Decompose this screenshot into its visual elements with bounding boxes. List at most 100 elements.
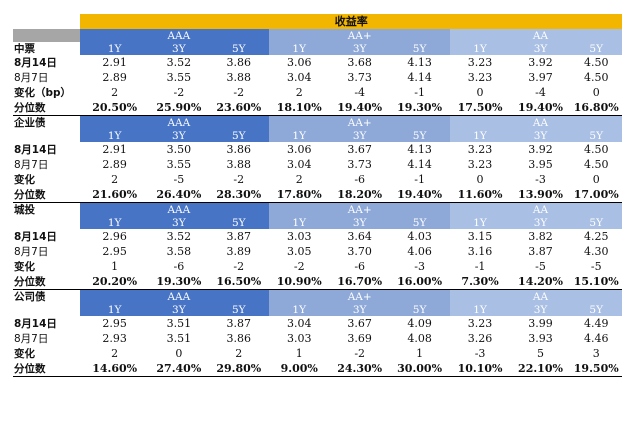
table-cell: 20.50%: [80, 100, 149, 116]
section-label-cell: 城投: [13, 202, 81, 216]
rating-group-label: AAA: [148, 202, 209, 216]
row-label: 变化（bp）: [14, 86, 72, 99]
table-row: 变化 1 -6 -2 -2 -6 -3 -1 -5 -5: [13, 259, 622, 274]
rating-group-cell: [570, 29, 622, 42]
table-cell: 3.03: [286, 229, 312, 243]
table-row: 8月7日 2.89 3.55 3.88 3.04 3.73 4.14 3.23 3.97 4.50: [13, 70, 622, 85]
tenor-label: 1Y: [449, 303, 511, 316]
tenor-label: 3Y: [148, 216, 209, 229]
tenor-label: 3Y: [148, 42, 209, 55]
table-cell: 4.46: [583, 331, 609, 345]
table-cell: 3.69: [347, 331, 372, 345]
table-cell: 4.49: [583, 316, 609, 330]
table-cell: 16.00%: [389, 274, 450, 290]
rating-group-cell: [268, 115, 330, 129]
tenor-label: 3Y: [510, 42, 571, 55]
table-title: 收益率: [80, 14, 622, 29]
table-cell: -1: [474, 259, 486, 273]
table-cell: 2: [295, 85, 303, 99]
table-cell: 29.80%: [208, 361, 269, 377]
table-cell: 3.55: [166, 70, 192, 84]
tenor-label: 5Y: [389, 129, 450, 142]
table-cell: 4.09: [407, 316, 432, 330]
rating-group-label: AA: [510, 29, 571, 42]
table-cell: 3.52: [166, 55, 192, 69]
table-cell: 4.50: [583, 157, 609, 171]
rating-group-cell: [389, 115, 450, 129]
row-label: 分位数: [13, 361, 81, 377]
title-row: 收益率: [13, 14, 622, 29]
tenor-label: 5Y: [570, 303, 622, 316]
table-cell: 3.04: [286, 157, 312, 171]
table-cell: 17.50%: [449, 100, 511, 116]
rating-group-cell: [570, 115, 622, 129]
tenor-label: 3Y: [329, 42, 390, 55]
table-cell: 19.50%: [570, 361, 622, 377]
row-label: 分位数: [13, 100, 81, 116]
tenor-label: 5Y: [208, 42, 269, 55]
table-cell: 1: [416, 346, 424, 360]
table-cell: 3.04: [286, 316, 312, 330]
table-cell: -1: [414, 85, 425, 99]
table-cell: 16.50%: [208, 274, 269, 290]
row-label: 变化: [14, 347, 35, 360]
rating-group-cell: [570, 289, 622, 303]
rating-group-cell: [268, 289, 330, 303]
table-cell: 3.97: [528, 70, 553, 84]
table-cell: 3.67: [347, 142, 372, 156]
table-cell: 4.03: [407, 229, 432, 243]
table-cell: 2: [111, 85, 119, 99]
table-row: 分位数 20.20% 19.30% 16.50% 10.90% 16.70% 16.00% 7…: [13, 274, 622, 290]
table-cell: 3.03: [286, 331, 312, 345]
table-cell: 23.60%: [208, 100, 269, 116]
table-cell: 16.70%: [329, 274, 390, 290]
row-label: 8月14日: [14, 143, 57, 156]
tenor-label: 3Y: [329, 129, 390, 142]
table-cell: 2.96: [102, 229, 127, 243]
table-cell: 15.10%: [570, 274, 622, 290]
tenor-label: 3Y: [510, 303, 571, 316]
table-cell: 4.50: [583, 142, 609, 156]
table-cell: 9.00%: [268, 361, 330, 377]
table-cell: -2: [354, 346, 366, 360]
table-cell: 25.90%: [148, 100, 209, 116]
row-label: 8月14日: [14, 56, 57, 69]
table-cell: 13.90%: [510, 187, 571, 203]
table-cell: 4.25: [583, 229, 609, 243]
table-row: 8月14日 2.95 3.51 3.87 3.04 3.67 4.09 3.23 3.99 4.4…: [13, 316, 622, 331]
tenor-label: 5Y: [570, 216, 622, 229]
table-cell: 3.67: [347, 316, 372, 330]
table-cell: 3.70: [347, 244, 372, 258]
table-cell: 16.80%: [570, 100, 622, 116]
table-cell: 3.16: [467, 244, 493, 258]
rating-group-cell: [208, 202, 269, 216]
rating-group-cell: [449, 202, 511, 216]
table-cell: 3.51: [166, 331, 192, 345]
tenor-label: 1Y: [268, 42, 330, 55]
table-cell: 19.40%: [510, 100, 571, 116]
section-label-cell: 中票: [14, 42, 35, 55]
rating-group-label: AA: [510, 289, 571, 303]
table-cell: 4.13: [407, 55, 432, 69]
tenor-label: 3Y: [329, 303, 390, 316]
table-cell: 3.88: [226, 157, 252, 171]
table-row: 8月7日 2.95 3.58 3.89 3.05 3.70 4.06 3.16 3.87 4.30: [13, 244, 622, 259]
row-label: 变化: [14, 260, 35, 273]
table-cell: 1: [295, 346, 303, 360]
row-label: 分位数: [13, 274, 81, 290]
tenor-label: 5Y: [570, 129, 622, 142]
table-cell: 19.30%: [389, 100, 450, 116]
section-header-row: 城投 AAA AA+ AA: [13, 202, 622, 216]
rating-group-label: AAA: [148, 289, 209, 303]
table-cell: -6: [354, 172, 366, 186]
table-cell: -2: [293, 259, 305, 273]
table-cell: 19.40%: [389, 187, 450, 203]
table-cell: 17.00%: [570, 187, 622, 203]
table-cell: 3.88: [226, 70, 252, 84]
table-cell: -2: [173, 85, 185, 99]
table-cell: 5: [537, 346, 544, 360]
table-cell: 3.23: [467, 157, 493, 171]
table-cell: 3.50: [166, 142, 192, 156]
table-cell: 3.82: [528, 229, 553, 243]
rating-group-cell: [268, 29, 330, 42]
